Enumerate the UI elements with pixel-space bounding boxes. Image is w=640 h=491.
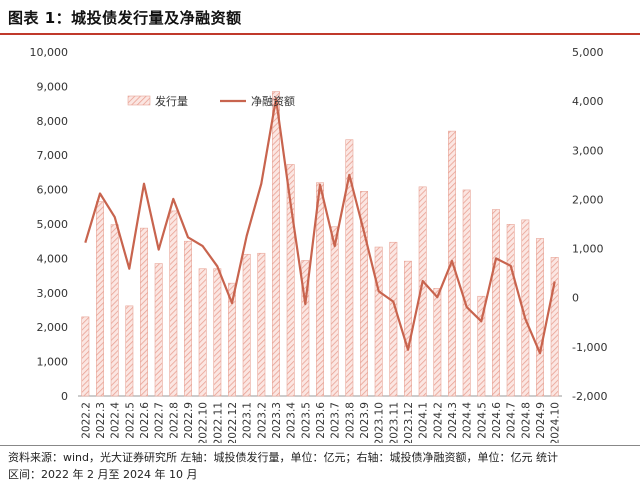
x-tick-label: 2024.1 xyxy=(418,402,430,439)
bar xyxy=(374,246,383,397)
bar xyxy=(286,164,295,397)
left-tick-label: 5,000 xyxy=(37,218,69,231)
bar xyxy=(198,268,207,397)
x-tick-label: 2023.2 xyxy=(256,402,268,439)
x-tick-label: 2024.9 xyxy=(535,402,547,439)
bar xyxy=(506,224,515,397)
line-series xyxy=(84,97,556,355)
bar xyxy=(184,240,192,397)
x-tick-label: 2024.7 xyxy=(506,402,518,439)
bar xyxy=(418,186,427,397)
x-tick-label: 2023.8 xyxy=(344,402,356,439)
bar xyxy=(257,252,266,397)
x-tick-label: 2024.8 xyxy=(520,402,532,439)
legend-bar-swatch xyxy=(127,95,151,106)
legend-bar-label: 发行量 xyxy=(155,94,188,108)
left-tick-label: 2,000 xyxy=(37,321,69,334)
bar xyxy=(550,257,559,397)
bar xyxy=(492,209,500,397)
x-tick-label: 2023.4 xyxy=(286,402,298,439)
right-tick-label: 5,000 xyxy=(572,46,604,59)
legend-line-label: 净融资额 xyxy=(251,94,295,108)
x-tick-label: 2023.12 xyxy=(403,402,415,443)
bar xyxy=(228,282,236,397)
bar xyxy=(462,189,471,397)
x-tick-label: 2023.9 xyxy=(359,402,371,439)
x-tick-label: 2022.2 xyxy=(80,402,92,439)
right-tick-label: -1,000 xyxy=(572,341,607,354)
bar xyxy=(389,241,398,397)
bar xyxy=(536,238,544,397)
bar xyxy=(213,268,222,397)
chart-title: 图表 1：城投债发行量及净融资额 xyxy=(8,9,242,27)
x-tick-label: 2024.10 xyxy=(550,402,562,443)
left-tick-label: 7,000 xyxy=(37,149,69,162)
axes-group: 0 1,000 2,000 3,000 4,000 5,000 6,000 7,000 8,00… xyxy=(30,46,608,443)
bar xyxy=(154,263,163,397)
legend: 发行量 净融资额 xyxy=(127,94,295,108)
x-tick-label: 2024.4 xyxy=(462,402,474,439)
x-tick-label: 2023.1 xyxy=(242,402,254,439)
right-tick-label: 1,000 xyxy=(572,243,604,256)
left-tick-label: 4,000 xyxy=(37,252,69,265)
x-tick-label: 2024.6 xyxy=(491,402,503,439)
source-line-1: 资料来源：wind，光大证券研究所 左轴：城投债发行量，单位：亿元；右轴：城投债… xyxy=(8,451,558,464)
x-tick-label: 2022.5 xyxy=(124,402,136,439)
x-tick-label: 2023.5 xyxy=(300,402,312,439)
x-tick-label: 2023.6 xyxy=(315,402,327,439)
bar xyxy=(96,201,104,397)
left-tick-label: 6,000 xyxy=(37,184,69,197)
x-tick-label: 2022.4 xyxy=(110,402,122,439)
left-tick-label: 0 xyxy=(61,390,68,403)
bar xyxy=(316,182,324,397)
x-tick-label: 2022.11 xyxy=(212,402,224,443)
left-tick-label: 9,000 xyxy=(37,80,69,93)
source-note: 资料来源：wind，光大证券研究所 左轴：城投债发行量，单位：亿元；右轴：城投债… xyxy=(8,449,638,483)
footer-divider xyxy=(0,445,640,446)
bar xyxy=(110,224,119,397)
right-tick-label: 4,000 xyxy=(572,95,604,108)
bar xyxy=(125,305,134,397)
source-line-2: 区间：2022 年 2 月至 2024 年 10 月 xyxy=(8,468,198,481)
x-tick-label: 2022.8 xyxy=(168,402,180,439)
bar-series xyxy=(81,91,559,397)
x-tick-label: 2022.3 xyxy=(95,402,107,439)
bar xyxy=(242,253,251,397)
bar xyxy=(140,227,148,397)
x-tick-label: 2023.10 xyxy=(374,402,386,443)
bar xyxy=(81,316,90,397)
bar xyxy=(477,295,486,397)
left-tick-label: 1,000 xyxy=(37,356,69,369)
bar xyxy=(345,139,354,397)
x-tick-label: 2024.2 xyxy=(432,402,444,439)
bar xyxy=(433,288,442,397)
x-tick-label: 2022.6 xyxy=(139,402,151,439)
x-tick-label: 2024.3 xyxy=(447,402,459,439)
bar xyxy=(404,260,412,397)
x-tick-label: 2023.3 xyxy=(271,402,283,439)
bar xyxy=(360,191,368,397)
x-tick-label: 2022.10 xyxy=(198,402,210,443)
x-tick-label: 2022.7 xyxy=(154,402,166,439)
net-financing-line xyxy=(84,97,556,355)
left-tick-label: 3,000 xyxy=(37,287,69,300)
bar xyxy=(272,91,280,397)
right-tick-label: 3,000 xyxy=(572,144,604,157)
chart-area: 0 1,000 2,000 3,000 4,000 5,000 6,000 7,000 8,00… xyxy=(30,46,608,443)
right-tick-label: 2,000 xyxy=(572,193,604,206)
left-tick-label: 8,000 xyxy=(37,115,69,128)
x-tick-label: 2022.9 xyxy=(183,402,195,439)
right-tick-label: 0 xyxy=(572,292,579,305)
bar xyxy=(301,260,310,397)
bar xyxy=(330,226,339,397)
title-divider xyxy=(0,33,640,35)
x-tick-label: 2024.5 xyxy=(476,402,488,439)
x-tick-label: 2023.11 xyxy=(388,402,400,443)
x-tick-label: 2023.7 xyxy=(330,402,342,439)
bar xyxy=(169,210,178,397)
x-tick-label: 2022.12 xyxy=(227,402,239,443)
right-tick-label: -2,000 xyxy=(572,390,607,403)
left-tick-label: 10,000 xyxy=(30,46,69,59)
title-bar: 图表 1：城投债发行量及净融资额 xyxy=(0,0,640,35)
